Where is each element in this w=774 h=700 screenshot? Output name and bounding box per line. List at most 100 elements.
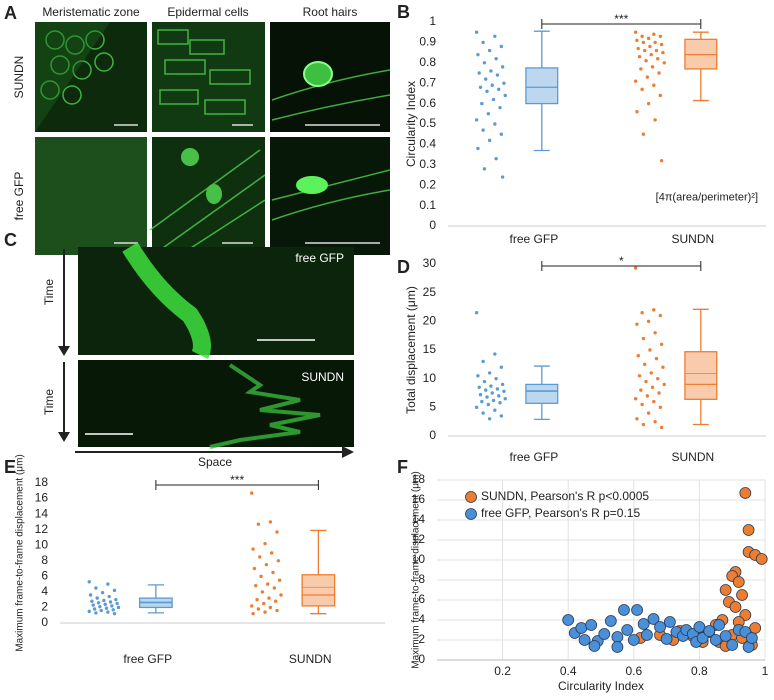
data-point bbox=[99, 608, 103, 613]
data-point bbox=[578, 634, 591, 646]
data-point bbox=[110, 604, 114, 608]
data-point bbox=[254, 583, 258, 588]
data-point bbox=[636, 46, 640, 51]
data-point bbox=[106, 610, 110, 614]
x-tick-label: free GFP bbox=[123, 652, 172, 666]
data-point bbox=[476, 52, 480, 57]
data-point bbox=[273, 599, 278, 603]
data-point bbox=[100, 590, 105, 595]
data-point bbox=[598, 628, 611, 640]
data-point bbox=[654, 621, 666, 633]
data-point bbox=[500, 65, 505, 69]
data-point bbox=[92, 607, 97, 611]
data-point bbox=[481, 411, 485, 415]
y-tick-label: 0 bbox=[418, 652, 425, 666]
data-point bbox=[486, 112, 491, 116]
data-point bbox=[661, 50, 665, 55]
y-tick-label: 0.6 bbox=[419, 96, 436, 110]
panel-letter: B bbox=[397, 2, 410, 22]
data-point bbox=[263, 610, 267, 614]
data-point bbox=[258, 555, 262, 559]
data-point bbox=[88, 593, 93, 597]
data-point bbox=[648, 348, 652, 352]
data-point bbox=[251, 547, 255, 551]
data-point bbox=[641, 336, 646, 341]
data-point bbox=[635, 322, 639, 326]
data-point bbox=[96, 601, 101, 605]
x-tick-label: 0.8 bbox=[691, 664, 708, 678]
data-point bbox=[476, 374, 480, 378]
data-point bbox=[627, 634, 640, 646]
data-point bbox=[493, 352, 497, 356]
y-tick-label: 4 bbox=[418, 612, 425, 626]
data-point bbox=[719, 630, 732, 642]
data-point bbox=[653, 331, 657, 335]
row-label: SUNDN bbox=[12, 56, 26, 99]
data-point bbox=[640, 402, 644, 407]
data-point bbox=[719, 584, 732, 596]
y-axis-label: Circularity Index bbox=[404, 81, 418, 167]
data-point bbox=[500, 382, 505, 387]
data-point bbox=[474, 118, 479, 122]
data-point bbox=[635, 417, 639, 421]
data-point bbox=[575, 622, 588, 634]
data-point bbox=[562, 614, 575, 626]
data-point bbox=[481, 40, 485, 45]
time-label: Time bbox=[42, 279, 56, 306]
data-point bbox=[659, 42, 664, 47]
data-point bbox=[637, 618, 650, 630]
data-point bbox=[260, 590, 265, 594]
x-tick-label: 0.2 bbox=[494, 664, 511, 678]
data-point bbox=[703, 625, 716, 637]
data-point bbox=[745, 632, 758, 644]
data-point bbox=[497, 87, 501, 92]
y-tick-label: 1 bbox=[429, 14, 436, 28]
data-point bbox=[255, 597, 259, 602]
significance-label: * bbox=[619, 254, 624, 268]
data-point bbox=[633, 266, 638, 270]
data-point bbox=[639, 388, 643, 392]
y-tick-label: 25 bbox=[423, 285, 437, 299]
y-tick-label: 0.9 bbox=[419, 35, 436, 49]
y-tick-label: 0.4 bbox=[419, 137, 436, 151]
data-point bbox=[662, 382, 666, 387]
box bbox=[301, 574, 336, 607]
data-point bbox=[503, 397, 507, 401]
data-point bbox=[276, 559, 281, 563]
data-point bbox=[494, 57, 498, 61]
data-point bbox=[497, 394, 501, 398]
x-tick-label: 0.6 bbox=[625, 664, 642, 678]
data-point bbox=[106, 582, 110, 586]
data-point bbox=[108, 600, 113, 604]
legend-marker bbox=[465, 491, 477, 503]
data-point bbox=[263, 541, 267, 546]
data-point bbox=[481, 128, 485, 132]
significance-label: *** bbox=[614, 12, 628, 26]
data-point bbox=[652, 399, 656, 404]
data-point bbox=[647, 613, 660, 625]
data-point bbox=[499, 44, 504, 49]
data-point bbox=[653, 40, 657, 45]
data-point bbox=[480, 399, 484, 404]
data-point bbox=[635, 110, 639, 114]
data-point bbox=[641, 40, 646, 45]
data-point bbox=[640, 87, 644, 92]
x-tick-label: 1 bbox=[762, 664, 769, 678]
data-point bbox=[659, 342, 664, 346]
data-point bbox=[493, 408, 497, 412]
data-point bbox=[656, 376, 660, 381]
data-point bbox=[633, 30, 638, 34]
data-point bbox=[493, 122, 497, 126]
data-point bbox=[641, 629, 653, 641]
data-point bbox=[262, 601, 266, 606]
data-point bbox=[650, 65, 655, 69]
data-point bbox=[646, 319, 651, 324]
data-point bbox=[474, 30, 479, 34]
data-point bbox=[275, 608, 279, 613]
data-point bbox=[693, 621, 706, 633]
y-tick-label: 2 bbox=[41, 600, 48, 614]
x-tick-label: SUNDN bbox=[672, 450, 715, 464]
data-point bbox=[645, 75, 650, 79]
box bbox=[525, 383, 559, 404]
